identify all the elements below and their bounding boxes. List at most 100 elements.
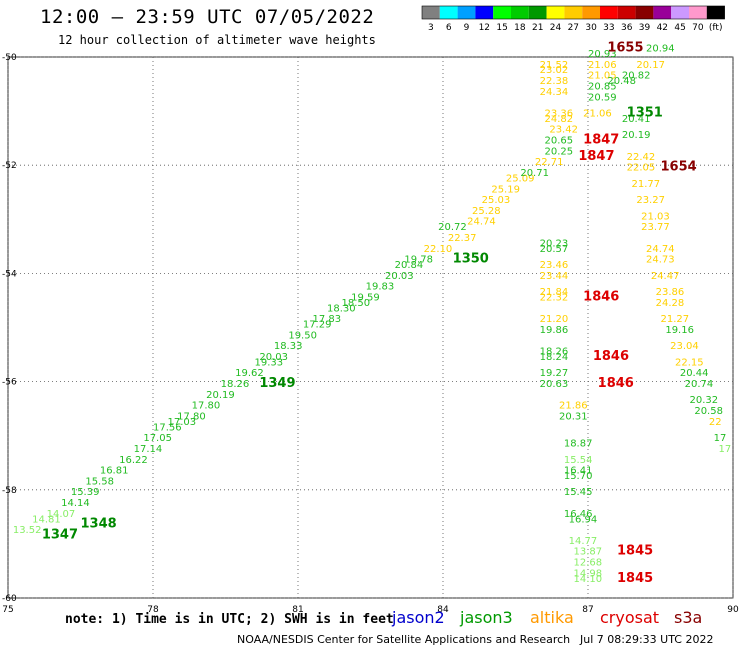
- wave-height-label: 25.28: [472, 206, 501, 217]
- wave-height-label: 17.83: [313, 314, 342, 325]
- colorbar-swatch: [475, 6, 494, 19]
- wave-height-label: 22: [709, 417, 722, 428]
- footer-note: note: 1) Time is in UTC; 2) SWH is in fe…: [65, 612, 394, 627]
- colorbar-label: 12: [479, 23, 490, 33]
- wave-height-label: 14.14: [61, 498, 90, 509]
- wave-height-label: 25.19: [491, 184, 520, 195]
- wave-height-label: 22.37: [448, 233, 477, 244]
- colorbar-swatch: [706, 6, 725, 19]
- wave-height-label: 13.52: [13, 525, 42, 536]
- wave-height-label: 22.10: [424, 244, 453, 255]
- wave-height-label: 20.84: [395, 260, 424, 271]
- wave-height-label: 20.71: [520, 168, 549, 179]
- wave-height-label: 21.06: [588, 60, 617, 71]
- wave-height-label: 23.46: [540, 260, 569, 271]
- wave-height-label: 16.22: [119, 455, 148, 466]
- pass-time-label: 1847: [583, 133, 619, 148]
- wave-height-label: 15.45: [564, 487, 593, 498]
- wave-height-label: 19.83: [366, 282, 395, 293]
- colorbar-swatch: [671, 6, 689, 19]
- wave-height-label: 18.24: [540, 352, 569, 363]
- pass-time-label: 1846: [598, 376, 634, 391]
- wave-height-label: 24.74: [646, 244, 675, 255]
- wave-height-label: 20.31: [559, 411, 588, 422]
- colorbar-label: 39: [639, 23, 651, 33]
- pass-time-label: 1350: [453, 252, 489, 267]
- colorbar-swatch: [439, 6, 458, 19]
- wave-height-label: 17.14: [134, 444, 163, 455]
- colorbar-swatch: [422, 6, 440, 19]
- colorbar-label: 9: [464, 23, 470, 33]
- pass-time-label: 1655: [607, 41, 643, 56]
- wave-height-label: 17.56: [153, 422, 182, 433]
- x-tick-label: 84: [437, 605, 449, 615]
- wave-height-label: 19.33: [255, 357, 284, 368]
- map-title: 12:00 – 23:59 UTC 07/05/2022: [40, 6, 375, 28]
- wave-height-label: 19.16: [665, 325, 694, 336]
- wave-height-label: 19.27: [540, 368, 569, 379]
- colorbar-swatch: [653, 6, 672, 19]
- colorbar-swatch: [689, 6, 707, 19]
- wave-height-label: 20.65: [545, 136, 574, 147]
- wave-height-label: 19.50: [288, 330, 317, 341]
- wave-height-label: 20.58: [694, 406, 723, 417]
- colorbar-swatch: [617, 6, 636, 19]
- plot-frame: [7, 56, 734, 599]
- wave-height-label: 21.52: [540, 60, 569, 71]
- colorbar-swatch: [635, 6, 654, 19]
- wave-height-label: 19.78: [404, 255, 433, 266]
- pass-time-label: 1846: [583, 289, 619, 304]
- wave-height-label: 21.27: [661, 314, 690, 325]
- legend-altika: altika: [530, 608, 574, 627]
- wave-height-label: 20.57: [540, 244, 569, 255]
- wave-height-label: 21.20: [540, 314, 569, 325]
- wave-height-label: 20.82: [622, 71, 651, 82]
- colorbar-label: 33: [603, 23, 614, 33]
- wave-height-label: 15.70: [564, 471, 593, 482]
- wave-height-label: 20.03: [259, 352, 288, 363]
- wave-height-label: 20.03: [385, 271, 414, 282]
- wave-height-label: 18.30: [327, 303, 356, 314]
- pass-time-label: 1347: [42, 527, 78, 542]
- colorbar-swatch: [600, 6, 618, 19]
- y-tick-label: -56: [2, 378, 17, 388]
- wave-height-label: 20.44: [680, 368, 709, 379]
- pass-time-label: 1845: [617, 571, 653, 586]
- pass-time-label: 1846: [593, 349, 629, 364]
- wave-height-label: 14.98: [574, 568, 603, 579]
- wave-height-label: 25.03: [482, 195, 511, 206]
- wave-height-label: 23.44: [540, 271, 569, 282]
- wave-height-label: 21.05: [588, 71, 617, 82]
- colorbar-label: 42: [657, 23, 668, 33]
- wave-height-label: 21.03: [641, 211, 670, 222]
- wave-height-label: 21.86: [559, 401, 588, 412]
- wave-height-label: 25.09: [506, 173, 535, 184]
- wave-height-label: 23.42: [549, 125, 578, 136]
- wave-height-label: 21.77: [632, 179, 661, 190]
- wave-height-label: 22.32: [540, 292, 569, 303]
- x-tick-label: 87: [582, 605, 593, 615]
- wave-height-label: 14.81: [32, 514, 61, 525]
- wave-height-label: 16.46: [564, 509, 593, 520]
- x-tick-label: 81: [292, 605, 303, 615]
- wave-height-label: 13.87: [574, 547, 603, 558]
- wave-height-label: 24.47: [651, 271, 680, 282]
- pass-time-label: 1351: [627, 106, 663, 121]
- wave-height-label: 17.80: [192, 401, 221, 412]
- colorbar-label: 3: [428, 23, 434, 33]
- wave-height-label: 19.59: [351, 292, 380, 303]
- colorbar-label: 18: [514, 23, 526, 33]
- wave-height-label: 22.42: [627, 152, 656, 163]
- wave-height-label: 23.27: [636, 195, 665, 206]
- wave-height-label: 20.23: [540, 238, 569, 249]
- wave-height-label: 19.62: [235, 368, 264, 379]
- wave-height-label: 15.58: [85, 476, 114, 487]
- wave-height-label: 23.02: [540, 65, 569, 76]
- wave-height-label: 18.50: [342, 298, 371, 309]
- pass-time-label: 1349: [259, 376, 295, 391]
- wave-height-label: 24.34: [540, 87, 569, 98]
- wave-height-label: 18.26: [540, 347, 569, 358]
- credit-text: NOAA/NESDIS Center for Satellite Applica…: [237, 633, 571, 646]
- y-tick-label: -50: [2, 53, 17, 63]
- colorbar-label: (ft): [709, 23, 723, 33]
